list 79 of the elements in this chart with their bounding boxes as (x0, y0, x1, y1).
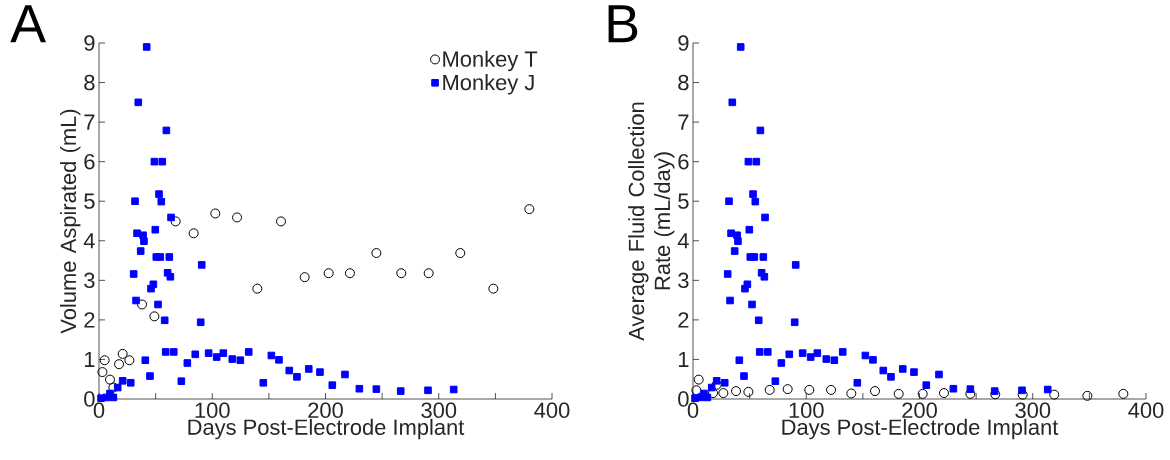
x-tick-label: 100 (789, 402, 824, 419)
x-tick-label: 400 (534, 402, 570, 419)
x-tick-label: 300 (421, 402, 457, 419)
y-tick-label: 3 (84, 272, 95, 289)
point (731, 386, 742, 397)
legend-label: Monkey J (443, 74, 534, 95)
x-tick-label: 200 (308, 402, 343, 419)
point (804, 384, 815, 395)
text: B (608, 5, 638, 43)
point (693, 374, 704, 385)
y-tick-label: 2 (84, 312, 95, 328)
y-tick-label: 4 (83, 233, 95, 249)
y-tick-label: 7 (678, 114, 689, 130)
y-tick-label: 1 (678, 351, 689, 367)
y-tick-label: 4 (677, 233, 689, 249)
point (149, 311, 160, 322)
point (846, 388, 857, 399)
point (114, 359, 125, 370)
point (275, 216, 286, 227)
point (782, 384, 793, 395)
y-axis-title: Volume Aspirated (mL) (60, 109, 81, 334)
point (396, 268, 407, 279)
y-axis-title: Average Fluid Collection Rate (mL/day) (628, 102, 675, 341)
y-tick-label: 1 (84, 351, 95, 367)
point (1082, 390, 1093, 401)
x-tick-label: 100 (195, 402, 230, 419)
point (938, 388, 949, 399)
point (691, 385, 702, 396)
y-tick-label: 0 (84, 391, 95, 407)
point (344, 268, 355, 279)
point (743, 386, 754, 397)
point (708, 388, 719, 399)
point (423, 268, 434, 279)
point (917, 388, 928, 399)
y-tick-label: 5 (84, 193, 95, 209)
point (137, 299, 148, 310)
point (870, 386, 880, 397)
point (170, 216, 181, 227)
x-axis-title: Days Post-Electrode Implant (188, 418, 465, 440)
point (252, 283, 263, 294)
point (488, 283, 499, 294)
y-tick-label: 8 (678, 74, 689, 91)
point (718, 388, 729, 399)
point (232, 212, 243, 223)
point (1017, 389, 1028, 400)
x-tick-label: 200 (902, 402, 937, 419)
point (524, 204, 535, 215)
y-tick-label: 2 (678, 312, 689, 328)
point (764, 384, 775, 395)
y-tick-label: 8 (84, 74, 95, 91)
y-tick-label: 9 (678, 35, 689, 51)
point (1118, 388, 1129, 399)
point (299, 272, 310, 283)
point (1049, 389, 1060, 400)
point (323, 268, 334, 279)
point (99, 355, 110, 366)
y-tick-label: 9 (84, 35, 95, 51)
point (371, 248, 382, 259)
point (990, 389, 1001, 400)
y-tick-label: 5 (678, 193, 689, 209)
point (455, 248, 466, 259)
x-tick-label: 400 (1128, 402, 1164, 419)
y-tick-label: 6 (678, 153, 689, 170)
y-tick-label: 0 (678, 391, 689, 407)
legend-label: Monkey T (443, 50, 538, 72)
point (104, 374, 115, 385)
point (97, 367, 108, 378)
x-axis-title: Days Post-Electrode Implant (782, 418, 1059, 440)
point (893, 388, 904, 399)
point (210, 208, 221, 219)
point (124, 355, 135, 366)
y-tick-label: 3 (678, 272, 689, 289)
point (188, 228, 199, 239)
y-tick-label: 7 (84, 114, 95, 130)
y-tick-label: 6 (84, 153, 95, 170)
point (117, 348, 128, 359)
point (826, 384, 837, 395)
x-tick-label: 300 (1015, 402, 1051, 419)
text: A (10, 5, 46, 43)
